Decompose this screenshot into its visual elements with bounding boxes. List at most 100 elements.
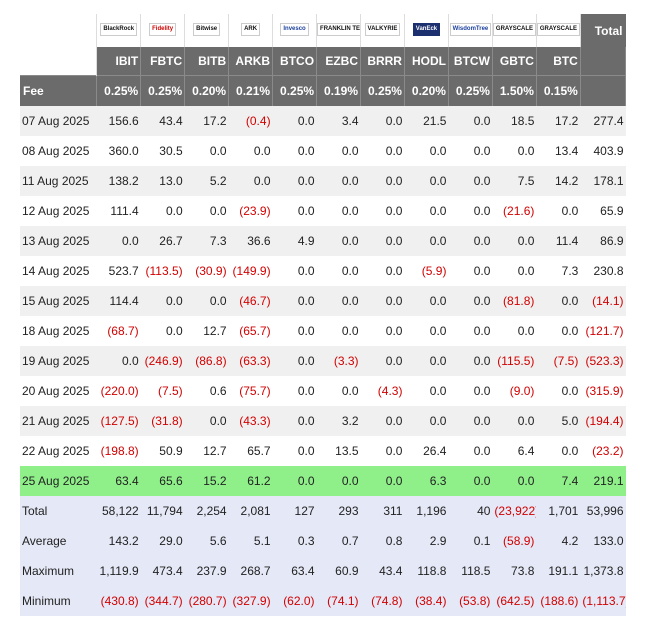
blackrock-logo: BlackRock xyxy=(100,22,138,36)
summary-cell-fbtc: 11,794 xyxy=(140,496,185,526)
ticker-row-blank xyxy=(20,47,98,76)
flow-cell-ibit: 523.7 xyxy=(108,264,139,278)
flow-cell-btcw: 0.0 xyxy=(448,166,493,196)
ticker-total-blank xyxy=(580,47,627,76)
summary-cell-btco: 127 xyxy=(272,496,317,526)
summary-cell-brrr: 311 xyxy=(360,496,405,526)
row-total: (315.9) xyxy=(585,384,624,398)
summary-cell-btcw: (53.8) xyxy=(448,586,493,616)
summary-cell-btcw: 0.1 xyxy=(448,526,493,556)
summary-cell-hodl: (38.4) xyxy=(404,586,449,616)
summary-total: (1,113.7) xyxy=(580,586,626,616)
fee-bitb: 0.20% xyxy=(184,75,230,106)
row-date: 25 Aug 2025 xyxy=(20,466,97,496)
logo-cell: ARK xyxy=(228,14,274,47)
wisdomtree-logo: WisdomTree xyxy=(449,22,492,36)
flow-cell-arkb: (46.7) xyxy=(228,286,273,316)
ticker-btc: BTC xyxy=(536,47,581,76)
flow-cell-arkb: (75.7) xyxy=(239,384,271,398)
flow-cell-ibit: 63.4 xyxy=(96,466,141,496)
flow-cell-ezbc: 0.0 xyxy=(341,204,359,218)
flow-cell-bitb: 0.0 xyxy=(209,204,227,218)
fee-btcw: 0.25% xyxy=(448,75,493,106)
row-total: (523.3) xyxy=(580,346,626,376)
flow-cell-brrr: 0.0 xyxy=(360,346,405,376)
flow-cell-ibit: 138.2 xyxy=(96,166,141,196)
flow-cell-ezbc: 3.4 xyxy=(316,106,361,136)
flow-cell-ibit: 360.0 xyxy=(108,144,139,158)
flow-cell-btc: 0.0 xyxy=(561,204,579,218)
fee-ibit: 0.25% xyxy=(96,75,142,106)
flow-cell-ibit: (127.5) xyxy=(96,406,141,436)
flow-cell-btco: 0.0 xyxy=(297,264,315,278)
flow-cell-arkb: 0.0 xyxy=(228,166,273,196)
flow-cell-brrr: 0.0 xyxy=(385,444,403,458)
ticker-arkb: ARKB xyxy=(228,47,274,76)
flow-cell-ezbc: 0.0 xyxy=(341,264,359,278)
flow-cell-bitb: (30.9) xyxy=(195,264,227,278)
table-row: 11 Aug 2025 138.2 13.0 5.2 0.0 0.0 0.0 0.0 0.0 0.… xyxy=(20,166,626,196)
summary-row-minimum: Minimum (430.8) (344.7) (280.7) (327.9) (62.0… xyxy=(20,586,626,616)
table-row: 08 Aug 2025 360.0 30.5 0.0 0.0 0.0 0.0 0.0 0.0 0.… xyxy=(20,136,626,166)
row-total: 403.9 xyxy=(593,144,624,158)
row-date: 14 Aug 2025 xyxy=(22,264,90,278)
logo-cell: GRAYSCALE xyxy=(492,14,537,47)
summary-row-maximum: Maximum 1,119.9 473.4 237.9 268.7 63.4 60.9 43.… xyxy=(20,556,626,586)
flow-cell-ezbc: 3.2 xyxy=(316,406,361,436)
summary-cell-brrr: (74.8) xyxy=(360,586,405,616)
flow-cell-fbtc: 0.0 xyxy=(140,286,185,316)
flow-cell-ibit: (68.7) xyxy=(107,324,139,338)
flow-cell-ezbc: 0.0 xyxy=(316,226,361,256)
ark-logo: ARK xyxy=(241,22,261,36)
row-total: 230.8 xyxy=(593,264,624,278)
row-date: 07 Aug 2025 xyxy=(20,106,97,136)
flow-cell-bitb: 0.0 xyxy=(184,286,229,316)
summary-total: 133.0 xyxy=(580,526,626,556)
flow-cell-brrr: 0.0 xyxy=(360,166,405,196)
flow-cell-ibit: 0.0 xyxy=(96,226,141,256)
table-row: 22 Aug 2025 (198.8) 50.9 12.7 65.7 0.0 13.5 0.0… xyxy=(20,436,626,466)
summary-cell-ibit: 143.2 xyxy=(96,526,141,556)
flow-cell-hodl: 0.0 xyxy=(429,204,447,218)
flow-cell-ibit: 114.4 xyxy=(96,286,141,316)
flow-cell-ibit: 156.6 xyxy=(96,106,141,136)
flow-cell-btco: 0.0 xyxy=(272,346,317,376)
flow-cell-bitb: 7.3 xyxy=(184,226,229,256)
row-total: 178.1 xyxy=(580,166,626,196)
vaneck-logo: VanEck xyxy=(412,22,441,36)
flow-cell-ezbc: (3.3) xyxy=(316,346,361,376)
row-date: 15 Aug 2025 xyxy=(20,286,97,316)
table-row: 14 Aug 2025 523.7 (113.5) (30.9) (149.9) 0.0 0… xyxy=(20,256,626,286)
table-row: 18 Aug 2025 (68.7) 0.0 12.7 (65.7) 0.0 0.0 0.0 0… xyxy=(20,316,626,346)
flow-cell-hodl: 0.0 xyxy=(404,166,449,196)
flow-cell-brrr: 0.0 xyxy=(360,226,405,256)
fee-hodl: 0.20% xyxy=(404,75,449,106)
summary-cell-btc: 4.2 xyxy=(536,526,581,556)
flow-cell-hodl: 0.0 xyxy=(429,384,447,398)
flow-cell-btco: 0.0 xyxy=(272,166,317,196)
ticker-row: IBIT FBTC BITB ARKB BTCO EZBC BRRR HODL … xyxy=(20,47,627,76)
summary-cell-fbtc: 29.0 xyxy=(140,526,185,556)
row-total: (23.2) xyxy=(592,444,624,458)
logo-cell: Invesco xyxy=(272,14,318,47)
summary-cell-fbtc: (344.7) xyxy=(140,586,185,616)
flow-cell-btco: 0.0 xyxy=(272,406,317,436)
fee-row: Fee 0.25% 0.25% 0.20% 0.21% 0.25% 0.19% … xyxy=(20,75,627,106)
flow-cell-brrr: 0.0 xyxy=(360,106,405,136)
flow-cell-fbtc: 0.0 xyxy=(165,324,183,338)
flow-cell-ibit: (220.0) xyxy=(100,384,139,398)
flow-cell-gbtc: (115.5) xyxy=(492,346,537,376)
fee-arkb: 0.21% xyxy=(228,75,274,106)
fee-brrr: 0.25% xyxy=(360,75,405,106)
flow-cell-btc: 5.0 xyxy=(536,406,581,436)
flow-cell-brrr: 0.0 xyxy=(360,466,405,496)
flow-cell-ibit: (198.8) xyxy=(100,444,139,458)
table-row: 20 Aug 2025 (220.0) (7.5) 0.6 (75.7) 0.0 0.0 (4… xyxy=(20,376,626,406)
table-body: 07 Aug 2025 156.6 43.4 17.2 (0.4) 0.0 3.4 0.0 21… xyxy=(20,106,626,616)
summary-total: 53,996 xyxy=(580,496,626,526)
row-total: 86.9 xyxy=(580,226,626,256)
flow-cell-fbtc: 65.6 xyxy=(140,466,185,496)
logo-cell: Bitwise xyxy=(184,14,230,47)
flow-cell-gbtc: 0.0 xyxy=(492,466,537,496)
summary-cell-gbtc: 73.8 xyxy=(492,556,537,586)
